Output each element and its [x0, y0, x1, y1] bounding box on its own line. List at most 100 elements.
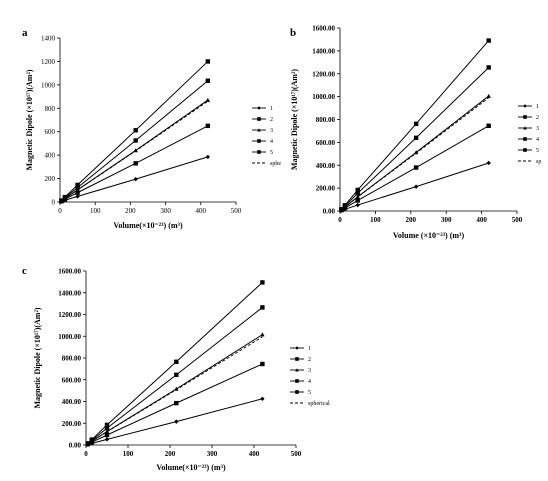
y-tick-label: 1000.00	[58, 333, 81, 341]
legend-marker	[523, 137, 527, 141]
legend-marker	[295, 379, 299, 383]
y-tick-label: 1400.00	[312, 47, 335, 55]
series-line-1	[85, 398, 263, 446]
x-tick-label: 300	[160, 207, 171, 215]
x-tick-label: 100	[123, 450, 134, 458]
y-tick-label: 1200.00	[58, 311, 81, 319]
data-point-2	[133, 161, 138, 166]
data-point-5	[89, 437, 95, 442]
legend: 1 2 3 4 5 spherical	[290, 346, 330, 407]
series-line-spherical	[85, 336, 263, 446]
y-tick-label: 1000.00	[312, 93, 335, 101]
y-axis-label: Magnetic Dipole (×10¹⁷)(Am²)	[290, 69, 299, 170]
data-point-5	[413, 121, 419, 127]
data-point-4	[133, 138, 138, 143]
legend-entry: 5	[536, 148, 539, 154]
x-tick-label: 0	[58, 207, 62, 215]
legend-marker	[257, 128, 261, 132]
data-point-5	[85, 441, 90, 446]
legend-entry: 2	[270, 117, 273, 123]
data-point-5	[260, 280, 265, 285]
legend-entry: 3	[270, 128, 273, 134]
data-point-4	[260, 305, 265, 310]
data-point-2	[75, 190, 80, 195]
y-tick-label: 1600.00	[312, 25, 335, 33]
data-point-4	[486, 65, 491, 70]
legend-marker	[523, 126, 527, 130]
y-tick-label: 800	[45, 105, 56, 113]
data-point-2	[413, 165, 419, 170]
legend-marker	[257, 139, 261, 143]
x-tick-label: 200	[406, 216, 417, 224]
x-tick-label: 400	[249, 450, 260, 458]
x-tick-label: 200	[125, 207, 136, 215]
y-tick-label: 400.00	[316, 162, 336, 170]
legend-marker	[295, 357, 299, 361]
y-tick-label: 600	[45, 128, 56, 136]
panel-letter: b	[290, 27, 296, 39]
y-axis-label: Magnetic Dipole (×10¹⁷)(Am²)	[33, 307, 42, 408]
data-point-1	[75, 194, 80, 199]
x-tick-label: 400	[196, 207, 207, 215]
legend-marker	[295, 390, 299, 394]
data-point-4	[205, 78, 211, 83]
data-point-5	[104, 422, 110, 428]
legend-marker	[295, 346, 299, 350]
data-point-3	[174, 386, 179, 391]
data-point-5	[174, 359, 179, 365]
legend: 1 2 3 4 5 sp	[518, 104, 541, 165]
data-point-2	[205, 123, 211, 129]
legend-entry: 5	[270, 150, 273, 156]
data-point-1	[205, 154, 211, 160]
data-point-1	[133, 176, 138, 182]
y-tick-label: 200.00	[62, 420, 82, 428]
data-point-5	[133, 128, 138, 133]
panel-a: a 0 200 400 600 800 1000 1200 1400 0 100 200 300 400 5…	[22, 27, 281, 230]
data-point-1	[104, 437, 110, 442]
data-point-2	[174, 400, 179, 406]
panel-letter: a	[22, 27, 28, 39]
y-tick-label: 1000	[41, 81, 56, 89]
data-point-5	[75, 182, 80, 188]
x-tick-label: 100	[90, 207, 101, 215]
legend-marker	[257, 117, 261, 121]
y-tick-label: 200	[45, 175, 56, 183]
data-point-5	[342, 203, 348, 208]
series-line-sp	[339, 97, 489, 212]
legend-entry: 5	[308, 390, 311, 396]
y-tick-label: 200.00	[316, 185, 336, 193]
data-point-5	[339, 207, 344, 212]
y-tick-label: 0	[52, 199, 56, 207]
legend: 1 2 3 4 5 sphe	[252, 106, 281, 167]
series-line-sphe	[59, 100, 209, 203]
panel-letter: c	[22, 265, 27, 277]
x-tick-label: 500	[512, 216, 523, 224]
legend-entry: 2	[308, 357, 311, 363]
legend-entry: 2	[536, 115, 539, 121]
panel-b: b0.00200.00400.00600.00800.001000.001200…	[290, 25, 541, 241]
legend-entry: sphe	[270, 161, 281, 167]
data-point-3	[205, 97, 211, 102]
y-tick-label: 1200.00	[312, 70, 335, 78]
legend-entry: spherical	[308, 401, 330, 407]
x-tick-label: 500	[291, 450, 302, 458]
data-point-4	[174, 372, 179, 378]
legend-marker	[523, 115, 527, 119]
data-point-1	[486, 160, 491, 166]
data-point-4	[413, 135, 419, 140]
data-point-5	[205, 59, 211, 64]
y-tick-label: 1200	[41, 58, 56, 66]
data-point-5	[355, 187, 360, 193]
y-tick-label: 800.00	[316, 116, 336, 124]
legend-entry: 1	[308, 346, 311, 352]
data-point-3	[413, 150, 419, 155]
legend-entry: sp	[536, 159, 541, 165]
y-tick-label: 600.00	[62, 376, 82, 384]
legend-entry: 4	[270, 139, 273, 145]
data-point-4	[75, 185, 80, 190]
y-tick-label: 1400	[41, 35, 56, 43]
data-point-3	[260, 332, 265, 337]
data-point-5	[62, 194, 68, 200]
legend-entry: 4	[536, 137, 539, 143]
